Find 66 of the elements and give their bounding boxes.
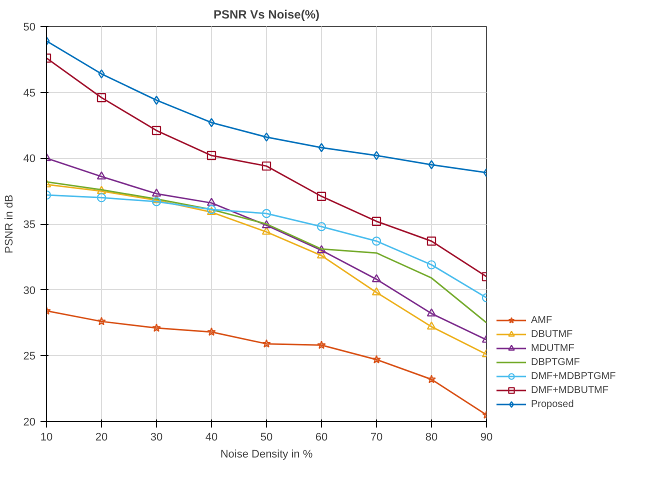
- y-tick-label: 25: [23, 350, 36, 363]
- point: [262, 226, 272, 235]
- y-axis-title: PSNR in dB: [3, 194, 16, 254]
- point: [262, 339, 271, 348]
- point: [372, 236, 382, 246]
- point: [98, 69, 105, 78]
- point: [152, 188, 162, 197]
- point: [206, 198, 216, 206]
- point: [428, 160, 435, 170]
- point: [96, 93, 106, 102]
- y-tick-label: 50: [23, 22, 36, 34]
- x-tick-label: 30: [150, 432, 163, 444]
- point: [316, 245, 326, 254]
- legend-label: DBPTGMF: [531, 356, 580, 369]
- point: [96, 171, 106, 180]
- legend-label: DBUTMF: [531, 328, 573, 341]
- x-tick-label: 90: [480, 432, 493, 444]
- point: [372, 274, 382, 282]
- point: [153, 96, 160, 105]
- legend-label: MDUTMF: [531, 342, 574, 355]
- legend-label: DMF+MDBUTMF: [531, 384, 608, 397]
- point: [208, 118, 215, 128]
- point: [96, 186, 106, 194]
- point: [316, 250, 326, 259]
- point: [318, 143, 325, 152]
- y-tick-label: 20: [23, 416, 36, 428]
- point: [96, 193, 106, 202]
- x-tick-label: 60: [315, 432, 328, 444]
- point: [152, 126, 162, 136]
- point: [372, 355, 381, 364]
- legend-label: DMF+MDBPTGMF: [531, 370, 616, 383]
- point: [207, 327, 216, 336]
- point: [262, 161, 272, 171]
- x-tick-label: 80: [425, 432, 438, 444]
- point: [262, 220, 272, 228]
- x-tick-label: 20: [95, 432, 108, 444]
- y-tick-label: 35: [23, 219, 36, 231]
- line-series: [46, 181, 486, 324]
- y-tick-label: 40: [23, 153, 36, 166]
- y-tick-label: 30: [23, 284, 36, 297]
- point: [373, 150, 380, 160]
- x-axis-title: Noise Density in %: [220, 448, 313, 460]
- x-tick-label: 50: [260, 432, 273, 444]
- point: [152, 323, 161, 332]
- point: [426, 308, 436, 316]
- point: [206, 150, 216, 160]
- point: [262, 208, 272, 218]
- point: [317, 340, 326, 349]
- x-tick-label: 70: [370, 432, 383, 444]
- chart-title: PSNR Vs Noise(%): [213, 8, 320, 22]
- point: [426, 260, 436, 270]
- y-tick-label: 45: [23, 87, 36, 100]
- legend-label: AMF: [531, 314, 552, 327]
- point: [316, 192, 326, 201]
- point: [97, 316, 106, 326]
- point: [427, 374, 436, 384]
- point: [263, 132, 270, 142]
- point: [426, 236, 436, 246]
- point: [426, 321, 436, 330]
- point: [316, 222, 326, 232]
- point: [152, 197, 162, 206]
- legend-label: Proposed: [531, 398, 574, 411]
- point: [372, 216, 382, 226]
- x-tick-label: 10: [40, 432, 53, 444]
- x-tick-label: 40: [205, 432, 218, 444]
- point: [372, 287, 382, 296]
